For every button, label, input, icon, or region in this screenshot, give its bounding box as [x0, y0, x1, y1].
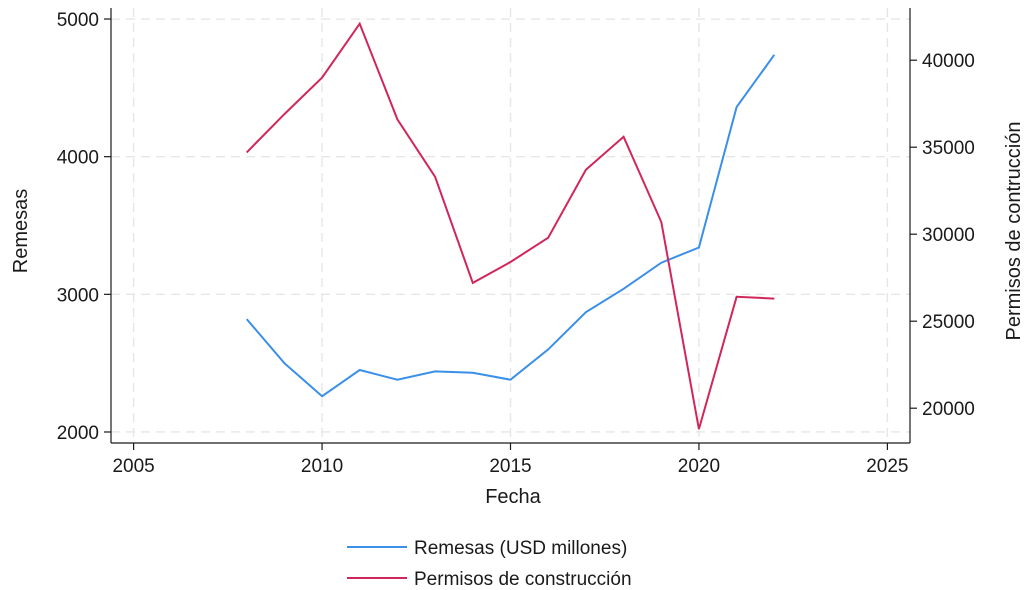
x-tick-label: 2015	[489, 456, 531, 477]
y-right-tick-label: 20000	[922, 399, 975, 420]
y-left-tick-label: 4000	[57, 148, 99, 169]
y-left-tick-label: 5000	[57, 10, 99, 31]
y-axis-title-right: Permisos de contrucción	[1003, 122, 1025, 341]
x-tick-label: 2005	[112, 456, 154, 477]
legend-label-remesas: Remesas (USD millones)	[414, 538, 627, 559]
y-left-tick-label: 2000	[57, 423, 99, 444]
grid	[111, 8, 910, 443]
x-tick-label: 2010	[301, 456, 343, 477]
y-axis-title-left: Remesas	[10, 189, 32, 273]
legend-label-permisos: Permisos de construcción	[414, 569, 632, 590]
y-right-tick-label: 40000	[922, 51, 975, 72]
y-left-tick-label: 3000	[57, 285, 99, 306]
y-right-tick-label: 25000	[922, 312, 975, 333]
y-right-tick-label: 35000	[922, 138, 975, 159]
x-axis-title: Fecha	[485, 486, 541, 508]
y-right-tick-label: 30000	[922, 225, 975, 246]
x-tick-label: 2025	[866, 456, 908, 477]
legend: Remesas (USD millones) Permisos de const…	[347, 538, 632, 590]
x-tick-label: 2020	[678, 456, 720, 477]
plot-series	[245, 21, 776, 430]
ticks: 2005 2010 2015 2020 2025 2000 3000 4000 5000 2000…	[57, 10, 975, 477]
series-line-permisos	[245, 21, 775, 430]
series-line-remesas	[245, 54, 776, 398]
